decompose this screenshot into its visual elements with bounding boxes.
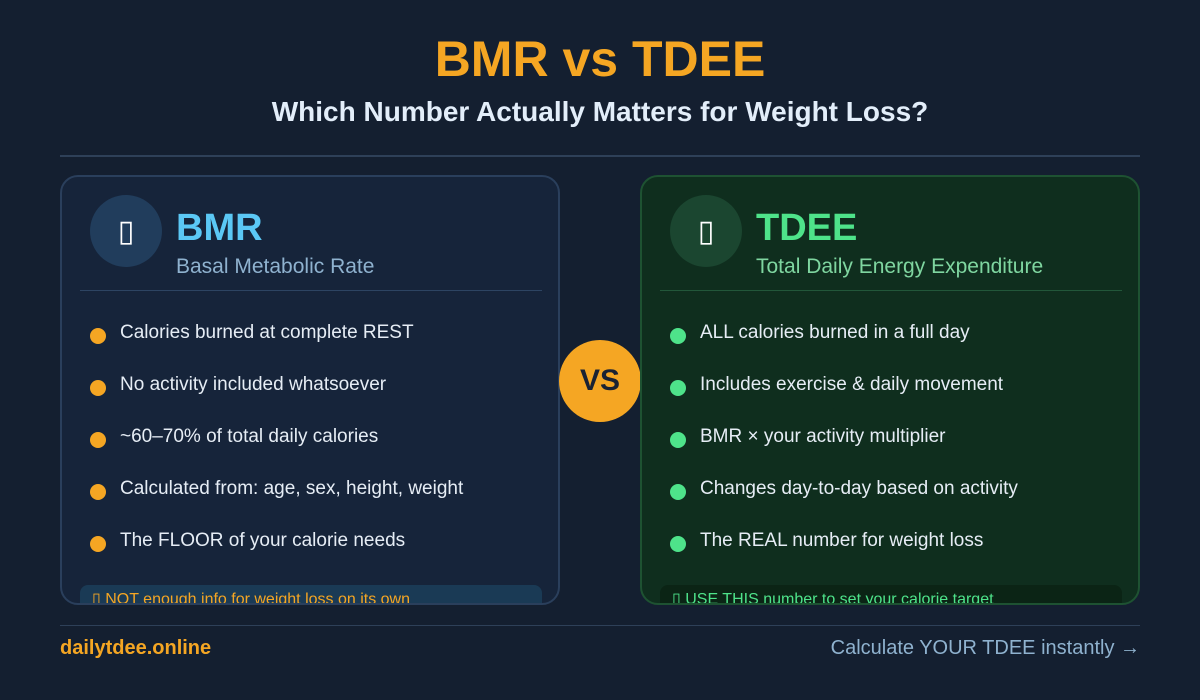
tdee-bullet: Includes exercise & daily movement xyxy=(670,359,1018,411)
tdee-bullet-text: Changes day-to-day based on activity xyxy=(700,478,1018,499)
tdee-recommendation-note: ▯ USE THIS number to set your calorie ta… xyxy=(660,585,1122,603)
bullet-dot-icon xyxy=(90,536,106,552)
bullet-dot-icon xyxy=(90,484,106,500)
page-title: BMR vs TDEE xyxy=(434,31,766,87)
bmr-bullet-list: Calories burned at complete REST No acti… xyxy=(90,307,463,567)
bmr-bullet: Calculated from: age, sex, height, weigh… xyxy=(90,463,463,515)
vs-badge: VS xyxy=(559,340,641,422)
bullet-dot-icon xyxy=(90,432,106,448)
bullet-dot-icon xyxy=(90,328,106,344)
tdee-bullet-list: ALL calories burned in a full day Includ… xyxy=(670,307,1018,567)
bmr-card-divider xyxy=(80,290,542,291)
bmr-bullet-text: Calories burned at complete REST xyxy=(120,322,414,343)
bmr-warning-note: ▯ NOT enough info for weight loss on its… xyxy=(80,585,542,603)
bmr-card: ▯ BMR Basal Metabolic Rate Calories burn… xyxy=(60,175,560,605)
page-subtitle: Which Number Actually Matters for Weight… xyxy=(271,96,929,127)
bmr-card-title: BMR xyxy=(176,207,263,249)
header-divider xyxy=(60,155,1140,157)
bmr-bullet-text: No activity included whatsoever xyxy=(120,374,387,395)
bullet-dot-icon xyxy=(670,380,686,396)
tdee-bullet-text: Includes exercise & daily movement xyxy=(700,374,1004,395)
bmr-bullet: Calories burned at complete REST xyxy=(90,307,463,359)
bmr-bullet-text: ~60–70% of total daily calories xyxy=(120,426,379,447)
bmr-bullet: No activity included whatsoever xyxy=(90,359,463,411)
bmr-bullet: ~60–70% of total daily calories xyxy=(90,411,463,463)
tdee-bullet: BMR × your activity multiplier xyxy=(670,411,1018,463)
bmr-bullet: The FLOOR of your calorie needs xyxy=(90,515,463,567)
tdee-bullet: Changes day-to-day based on activity xyxy=(670,463,1018,515)
site-name: dailytdee.online xyxy=(60,637,212,659)
bmr-card-full-name: Basal Metabolic Rate xyxy=(176,255,375,278)
tdee-card-title: TDEE xyxy=(756,207,858,249)
bmr-bullet-text: Calculated from: age, sex, height, weigh… xyxy=(120,478,464,499)
tdee-bullet-text: ALL calories burned in a full day xyxy=(700,322,970,343)
bullet-dot-icon xyxy=(670,536,686,552)
bullet-dot-icon xyxy=(670,484,686,500)
tdee-bullet: ALL calories burned in a full day xyxy=(670,307,1018,359)
bmr-bullet-text: The FLOOR of your calorie needs xyxy=(120,530,406,551)
tdee-bullet: The REAL number for weight loss xyxy=(670,515,1018,567)
tdee-card-divider xyxy=(660,290,1122,291)
calculate-tdee-link[interactable]: Calculate YOUR TDEE instantly → xyxy=(830,637,1140,659)
bullet-dot-icon xyxy=(670,432,686,448)
bullet-dot-icon xyxy=(670,328,686,344)
tdee-bullet-text: BMR × your activity multiplier xyxy=(700,426,946,447)
tdee-card-full-name: Total Daily Energy Expenditure xyxy=(756,255,1044,278)
person-running-icon: ▯ xyxy=(670,195,742,267)
bullet-dot-icon xyxy=(90,380,106,396)
footer-divider xyxy=(60,625,1140,626)
tdee-card: ▯ TDEE Total Daily Energy Expenditure AL… xyxy=(640,175,1140,605)
person-resting-icon: ▯ xyxy=(90,195,162,267)
tdee-bullet-text: The REAL number for weight loss xyxy=(700,530,984,551)
